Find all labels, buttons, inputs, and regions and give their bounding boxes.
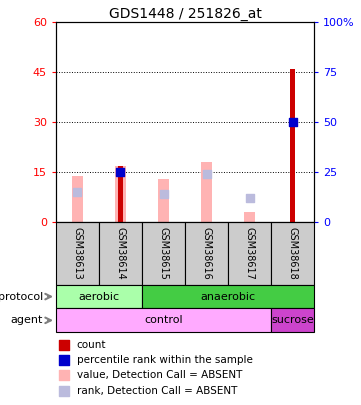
Text: control: control (144, 315, 183, 325)
Text: GSM38617: GSM38617 (244, 227, 255, 280)
Bar (201, 162, 212, 222)
Bar (244, 212, 255, 222)
Point (75, 189, 81, 196)
Text: GSM38618: GSM38618 (288, 227, 297, 280)
Text: agent: agent (11, 315, 43, 325)
Point (247, 195, 252, 201)
Bar (142, 285, 314, 309)
Bar (228, 222, 271, 285)
Text: GSM38615: GSM38615 (158, 227, 169, 280)
Bar (142, 222, 185, 285)
Bar (56, 222, 99, 285)
Text: rank, Detection Call = ABSENT: rank, Detection Call = ABSENT (77, 386, 237, 396)
Bar (99, 222, 142, 285)
Text: GSM38613: GSM38613 (73, 227, 82, 280)
Point (118, 169, 123, 175)
Text: aerobic: aerobic (78, 292, 119, 302)
Bar (118, 166, 123, 222)
Bar (158, 179, 169, 222)
Point (161, 191, 166, 198)
Text: percentile rank within the sample: percentile rank within the sample (77, 355, 252, 365)
Text: GSM38614: GSM38614 (116, 227, 126, 280)
Point (252, 126, 258, 132)
Text: anaerobic: anaerobic (200, 292, 256, 302)
Text: count: count (77, 339, 106, 350)
Title: GDS1448 / 251826_at: GDS1448 / 251826_at (109, 7, 261, 21)
Bar (115, 166, 126, 222)
Bar (56, 285, 142, 309)
Bar (185, 222, 228, 285)
Bar (271, 309, 314, 332)
Point (252, 270, 258, 276)
Text: protocol: protocol (0, 292, 43, 302)
Bar (56, 309, 271, 332)
Text: GSM38616: GSM38616 (201, 227, 212, 280)
Text: value, Detection Call = ABSENT: value, Detection Call = ABSENT (77, 370, 242, 380)
Bar (290, 69, 295, 222)
Text: sucrose: sucrose (271, 315, 314, 325)
Bar (271, 222, 314, 285)
Point (290, 119, 295, 126)
Bar (72, 176, 83, 222)
Point (204, 171, 209, 177)
